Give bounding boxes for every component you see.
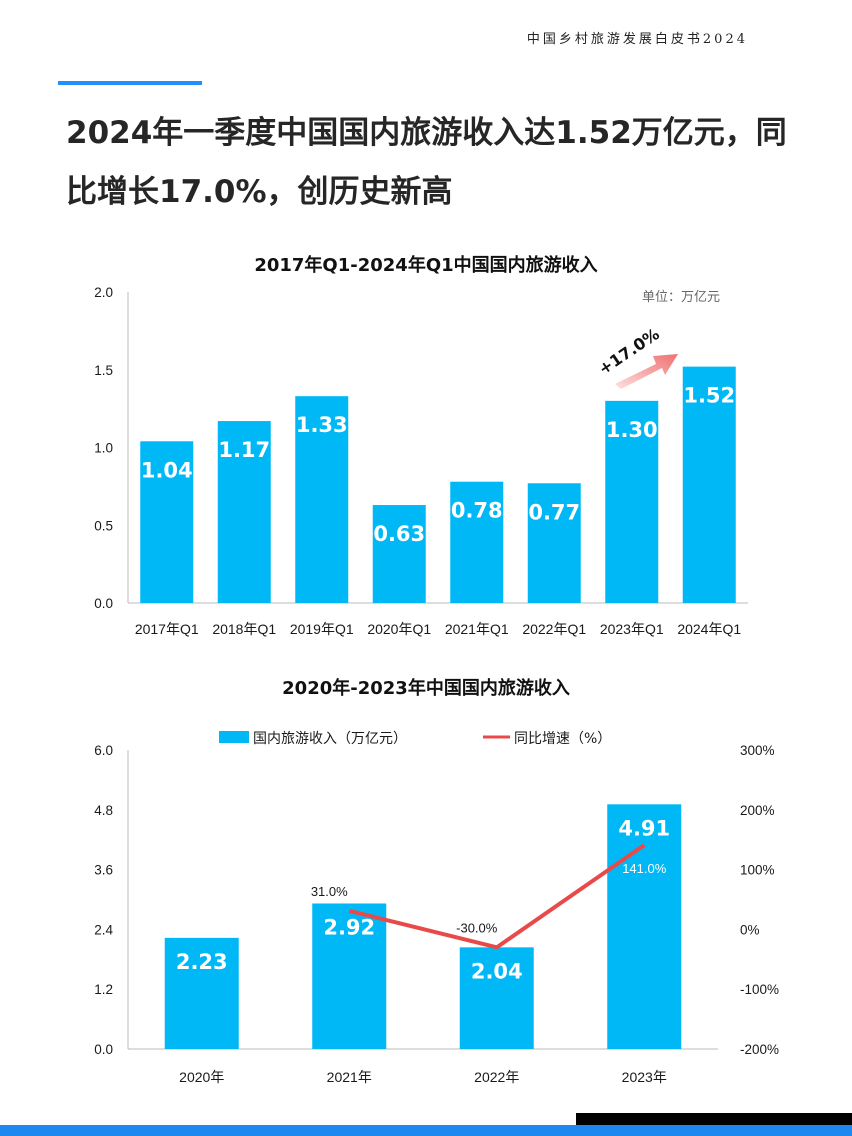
chart2-y-tick-right: -100% [740, 982, 779, 997]
legend-bar-label: 国内旅游收入（万亿元） [253, 731, 407, 747]
chart1-title: 2017年Q1-2024年Q1中国国内旅游收入 [254, 254, 597, 276]
chart2-legend: 国内旅游收入（万亿元） 同比增速（%） [219, 731, 611, 747]
chart1-x-tick: 2021年Q1 [445, 621, 509, 637]
chart2-bar [607, 804, 682, 1049]
growth-arrow-icon [615, 354, 678, 389]
chart2-x-tick: 2021年 [327, 1069, 372, 1085]
chart1-y-tick: 2.0 [94, 285, 113, 300]
chart1-y-tick: 1.0 [94, 441, 113, 456]
chart2-x-tick: 2023年 [622, 1069, 667, 1085]
chart1-bar-value-label: 0.63 [373, 522, 425, 546]
chart2-y-tick-left: 0.0 [94, 1042, 113, 1057]
chart2-y-tick-right: 200% [740, 803, 775, 818]
chart2-bar [312, 903, 387, 1049]
chart2-x-tick: 2020年 [179, 1069, 224, 1085]
chart1-x-tick: 2019年Q1 [290, 621, 354, 637]
chart1-bar [372, 505, 426, 603]
chart2-title: 2020年-2023年中国国内旅游收入 [282, 677, 570, 699]
chart2-y-tick-left: 2.4 [94, 922, 113, 937]
chart1-x-tick: 2018年Q1 [212, 621, 276, 637]
chart2-y-tick-right: 0% [740, 922, 760, 937]
chart1-x-tick: 2020年Q1 [367, 621, 431, 637]
chart1-bar [527, 483, 581, 603]
chart2-bar-value-label: 2.04 [471, 959, 523, 983]
chart2-y-tick-right: -200% [740, 1042, 779, 1057]
chart1-y-tick: 0.5 [94, 518, 113, 533]
chart2-x-tick: 2022年 [474, 1069, 519, 1085]
chart1-bar-value-label: 1.04 [141, 458, 193, 482]
chart1-bar-value-label: 1.30 [606, 418, 658, 442]
chart1-bar [682, 366, 736, 603]
chart1-bar [140, 441, 194, 603]
chart2-growth-label: 31.0% [311, 884, 348, 899]
chart1-bar [217, 421, 271, 603]
chart1-bar-value-label: 1.17 [218, 438, 270, 462]
chart2-growth-line [348, 843, 646, 950]
chart2-bar-value-label: 2.23 [176, 950, 228, 974]
legend-line-label: 同比增速（%） [514, 731, 611, 747]
chart1-x-tick: 2024年Q1 [677, 621, 741, 637]
chart1-bar [605, 400, 659, 603]
chart1-y-tick: 0.0 [94, 596, 113, 611]
chart2-y-tick-right: 300% [740, 743, 775, 758]
chart1-bar-value-label: 0.78 [451, 499, 503, 523]
chart2-y-tick-left: 3.6 [94, 863, 113, 878]
chart2-bar [459, 947, 534, 1049]
report-header-title: 中国乡村旅游发展白皮书2024 [526, 32, 748, 47]
chart1-y-tick: 1.5 [94, 363, 113, 378]
chart2-y-tick-left: 1.2 [94, 982, 113, 997]
footer-black-bar [576, 1113, 852, 1125]
chart2-y-tick-left: 4.8 [94, 803, 113, 818]
chart1-x-tick: 2022年Q1 [522, 621, 586, 637]
accent-line [58, 81, 202, 85]
chart1-unit: 单位：万亿元 [642, 290, 720, 305]
legend-bar-swatch [219, 731, 249, 743]
chart2-growth-label: -30.0% [456, 920, 498, 935]
chart1-x-tick: 2023年Q1 [600, 621, 664, 637]
chart2-y-tick-right: 100% [740, 863, 775, 878]
chart2-y-tick-left: 6.0 [94, 743, 113, 758]
chart2-bar-value-label: 4.91 [618, 816, 670, 840]
chart1-bar [450, 481, 504, 603]
footer-blue-bar [0, 1125, 852, 1136]
chart1-x-tick: 2017年Q1 [135, 621, 199, 637]
chart2-bar-value-label: 2.92 [323, 915, 375, 939]
chart1-bar-value-label: 1.33 [296, 413, 348, 437]
page-headline: 2024年一季度中国国内旅游收入达1.52万亿元，同比增长17.0%，创历史新高 [66, 115, 787, 210]
chart2-bar [164, 937, 239, 1049]
chart1-bar [295, 396, 349, 603]
chart1-bar-value-label: 0.77 [528, 500, 580, 524]
chart1-bar-value-label: 1.52 [683, 384, 735, 408]
chart2-growth-label: 141.0% [622, 861, 667, 876]
